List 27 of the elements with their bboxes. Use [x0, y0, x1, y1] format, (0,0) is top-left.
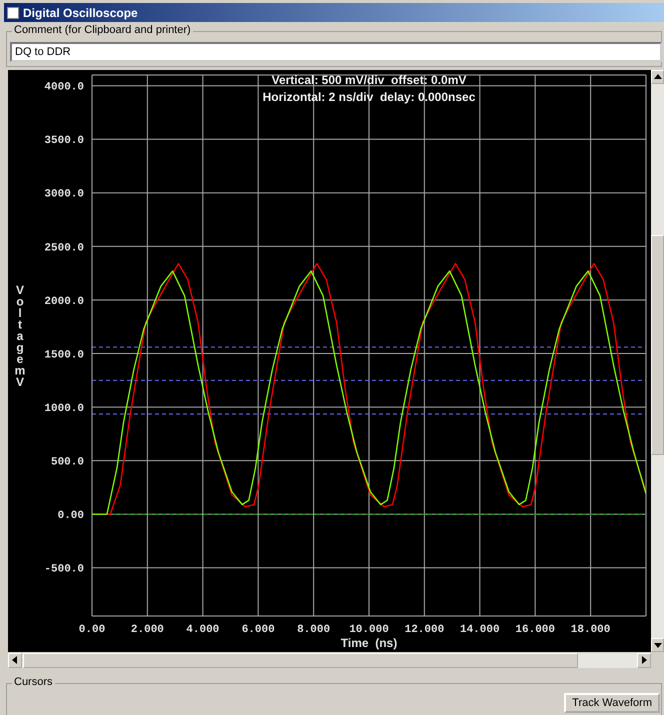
text: Cursors	[12, 676, 55, 688]
y-tick-label: 2500.0	[44, 242, 84, 254]
text: Voltage mV	[14, 282, 26, 389]
y-tick-label: -500.0	[44, 564, 84, 576]
y-tick-label: 1000.0	[44, 403, 84, 416]
x-tick-label: 0.00	[78, 624, 106, 636]
y-tick-label: 2000.0	[44, 296, 84, 308]
y-tick-label: 500.0	[50, 456, 84, 469]
x-axis-title: Time (ns)	[340, 636, 398, 650]
x-tick-label: 14.000	[460, 624, 500, 636]
y-tick-label: 1500.0	[44, 349, 84, 362]
x-tick-label: 8.000	[297, 624, 330, 636]
x-tick-label: 6.000	[242, 624, 275, 636]
x-tick-label: 12.000	[404, 624, 444, 636]
chart-title: Digital Oscilloscope	[23, 6, 138, 20]
text: Track Waveform	[564, 693, 660, 713]
x-tick-label: 4.000	[186, 624, 220, 636]
x-tick-label: 2.000	[130, 624, 164, 636]
x-tick-label: 16.000	[515, 624, 556, 636]
y-tick-label: 3500.0	[44, 135, 84, 148]
x-tick-label: 10.000	[349, 624, 389, 636]
y-tick-label: 3000.0	[44, 188, 84, 201]
x-tick-label: 18.000	[570, 624, 610, 636]
chart-subtitle: DQ to DDR	[10, 42, 662, 62]
text: Comment (for Clipboard and printer)	[12, 24, 193, 36]
y-tick-label: 4000.0	[44, 82, 84, 94]
y-tick-label: 0.00	[58, 510, 84, 522]
